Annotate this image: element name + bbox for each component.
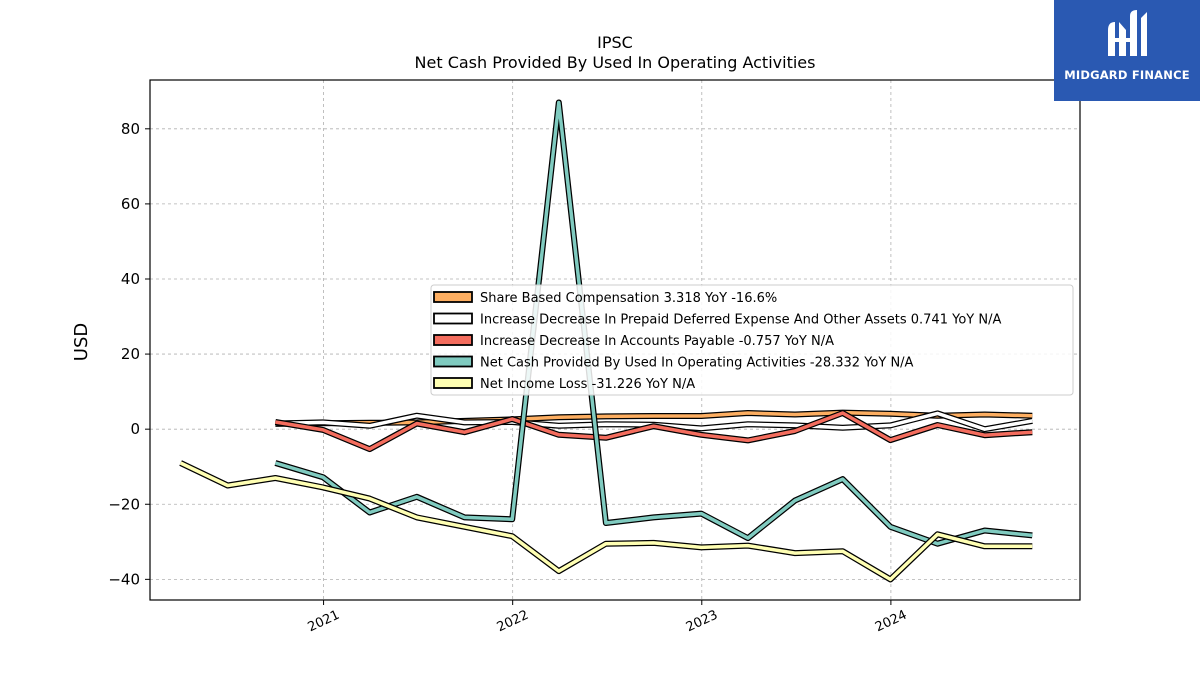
x-axis: 2021 2022 2023 2024: [306, 600, 909, 636]
series-line: [179, 461, 1033, 582]
logo-text: MIDGARD FINANCE: [1064, 68, 1190, 82]
legend-swatch: [433, 334, 473, 346]
y-tick-label: 80: [121, 120, 140, 138]
y-tick-label: 20: [121, 345, 140, 363]
legend: Share Based Compensation 3.318 YoY -16.6…: [430, 284, 1074, 396]
y-tick-label: −20: [108, 495, 140, 513]
plot-frame: [149, 79, 1081, 601]
y-tick-label: −40: [108, 570, 140, 588]
x-tick-label: 2022: [495, 608, 531, 636]
legend-swatch: [433, 312, 473, 325]
legend-swatch: [433, 355, 473, 368]
legend-entry: Share Based Compensation 3.318 YoY -16.6…: [480, 291, 777, 306]
y-axis: −40 −20 0 20 40 60 80: [108, 120, 150, 588]
series-line: [275, 411, 1033, 451]
x-tick-label: 2023: [684, 608, 720, 636]
series-line: [274, 100, 1033, 546]
legend-entry: Increase Decrease In Accounts Payable -0…: [480, 334, 834, 349]
y-tick-label: 40: [121, 270, 140, 288]
series-line: [275, 410, 1033, 426]
series-lines: [179, 99, 1033, 583]
legend-entry: Increase Decrease In Prepaid Deferred Ex…: [480, 313, 1001, 328]
legend-entry: Net Income Loss -31.226 YoY N/A: [480, 377, 695, 392]
chart-title: IPSC: [597, 33, 633, 52]
y-tick-label: 0: [130, 420, 140, 438]
chart-subtitle: Net Cash Provided By Used In Operating A…: [415, 53, 816, 72]
y-axis-label: USD: [71, 323, 92, 361]
legend-entry: Net Cash Provided By Used In Operating A…: [480, 356, 914, 371]
legend-swatch: [433, 377, 473, 389]
midgard-logo-icon: [1108, 10, 1147, 56]
x-tick-label: 2021: [306, 608, 342, 636]
midgard-logo: MIDGARD FINANCE: [1054, 0, 1200, 101]
legend-frame: [430, 284, 1074, 396]
y-tick-label: 60: [121, 195, 140, 213]
x-tick-label: 2024: [873, 608, 909, 636]
legend-swatch: [433, 291, 473, 303]
